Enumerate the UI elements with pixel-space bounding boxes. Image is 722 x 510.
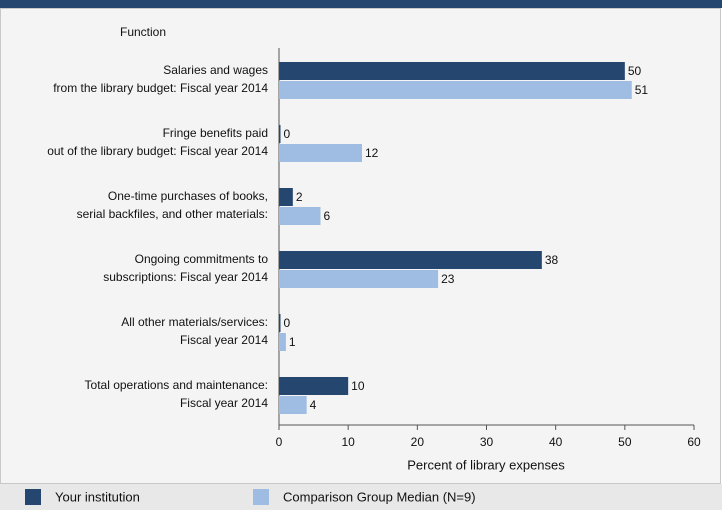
bar <box>279 333 286 351</box>
legend-panel <box>0 484 722 510</box>
value-label: 51 <box>635 83 649 97</box>
value-label: 0 <box>284 127 291 141</box>
value-label: 0 <box>284 316 291 330</box>
x-tick-label: 60 <box>687 435 701 449</box>
legend-swatch <box>253 489 269 505</box>
legend-swatch <box>25 489 41 505</box>
x-tick-label: 10 <box>341 435 355 449</box>
bar <box>279 62 625 80</box>
value-label: 4 <box>310 398 317 412</box>
category-label-line: Ongoing commitments to <box>135 252 269 266</box>
category-label: Salaries and wages from the library budge… <box>53 63 268 95</box>
category-label-line: from the library budget: Fiscal year 201… <box>53 81 268 95</box>
bar <box>279 125 281 143</box>
value-label: 12 <box>365 146 379 160</box>
bar <box>279 270 439 288</box>
value-label: 10 <box>351 379 365 393</box>
bar <box>279 377 349 395</box>
category-label: One-time purchases of books, serial backf… <box>77 189 268 221</box>
category-label-line: subscriptions: Fiscal year 2014 <box>103 270 268 284</box>
value-label: 38 <box>545 253 559 267</box>
value-label: 1 <box>289 335 296 349</box>
bar <box>279 207 321 225</box>
category-label-line: Total operations and maintenance: <box>85 378 268 392</box>
category-label: Fringe benefits paid out of the library b… <box>47 126 268 158</box>
value-label: 23 <box>441 272 455 286</box>
bar <box>279 188 293 206</box>
bar <box>279 81 632 99</box>
bar <box>279 396 307 414</box>
x-tick-label: 40 <box>549 435 563 449</box>
category-label-line: Fiscal year 2014 <box>180 396 268 410</box>
x-tick-label: 30 <box>480 435 494 449</box>
bar <box>279 251 542 269</box>
legend-label: Comparison Group Median (N=9) <box>283 489 476 504</box>
top-band <box>0 0 722 8</box>
category-label-line: Salaries and wages <box>163 63 268 77</box>
value-label: 2 <box>296 190 303 204</box>
category-label-line: One-time purchases of books, <box>108 189 268 203</box>
value-label: 50 <box>628 64 642 78</box>
x-tick-label: 0 <box>276 435 283 449</box>
category-label: Total operations and maintenance: Fiscal … <box>85 378 269 410</box>
x-tick-label: 50 <box>618 435 632 449</box>
category-label-line: Fringe benefits paid <box>163 126 268 140</box>
x-axis-title: Percent of library expenses <box>407 457 565 472</box>
bar <box>279 314 281 332</box>
x-tick-label: 20 <box>411 435 425 449</box>
category-label: All other materials/services: Fiscal year… <box>121 315 268 347</box>
category-label-line: out of the library budget: Fiscal year 2… <box>47 144 268 158</box>
value-label: 6 <box>324 209 331 223</box>
category-label: Ongoing commitments to subscriptions: Fis… <box>103 252 268 284</box>
bar <box>279 144 362 162</box>
y-axis-title: Function <box>120 25 166 39</box>
category-label-line: serial backfiles, and other materials: <box>77 207 268 221</box>
category-label-line: All other materials/services: <box>121 315 268 329</box>
legend-label: Your institution <box>55 489 140 504</box>
category-label-line: Fiscal year 2014 <box>180 333 268 347</box>
